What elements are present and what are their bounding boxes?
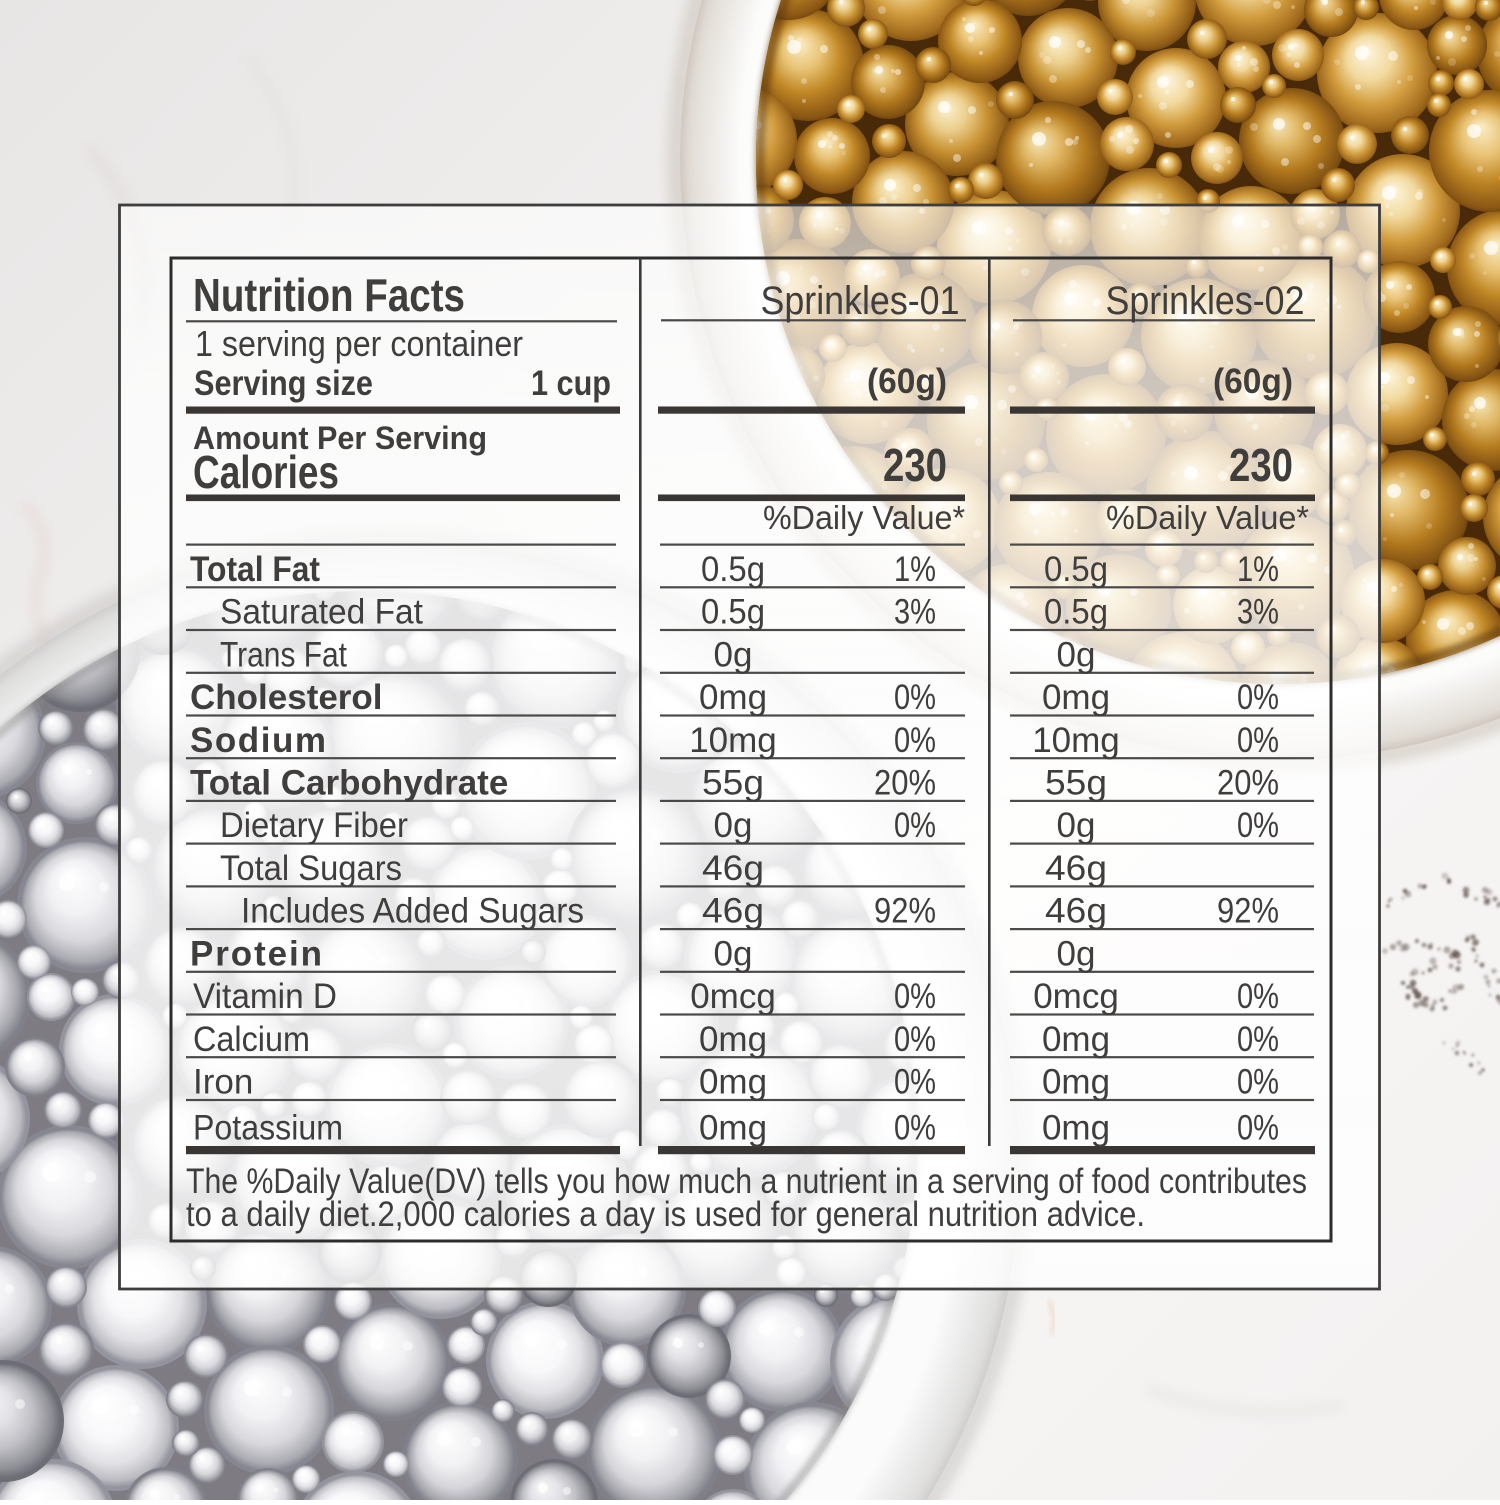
- svg-text:0mg: 0mg: [1042, 678, 1110, 717]
- svg-text:0%: 0%: [894, 806, 936, 845]
- svg-text:0%: 0%: [1237, 1109, 1279, 1148]
- svg-text:0mg: 0mg: [699, 1020, 767, 1059]
- svg-text:0mg: 0mg: [1042, 1109, 1110, 1148]
- svg-text:Nutrition Facts: Nutrition Facts: [193, 269, 465, 321]
- svg-text:0g: 0g: [1057, 934, 1096, 973]
- svg-text:0%: 0%: [894, 678, 936, 717]
- svg-text:0g: 0g: [714, 934, 753, 973]
- svg-text:55g: 55g: [1045, 764, 1107, 803]
- svg-text:0.5g: 0.5g: [701, 550, 765, 589]
- svg-text:%Daily Value*: %Daily Value*: [1106, 499, 1309, 536]
- svg-text:0%: 0%: [894, 1063, 936, 1102]
- svg-text:0%: 0%: [894, 1109, 936, 1148]
- svg-text:92%: 92%: [874, 892, 936, 931]
- svg-text:20%: 20%: [874, 764, 936, 803]
- svg-text:Total Carbohydrate: Total Carbohydrate: [190, 764, 508, 803]
- svg-text:0mg: 0mg: [1042, 1020, 1110, 1059]
- svg-text:Iron: Iron: [193, 1063, 253, 1102]
- svg-text:Cholesterol: Cholesterol: [190, 678, 383, 717]
- svg-text:1%: 1%: [894, 550, 936, 589]
- svg-text:0mg: 0mg: [699, 1109, 767, 1148]
- svg-text:0%: 0%: [1237, 721, 1279, 760]
- svg-text:46g: 46g: [702, 849, 764, 888]
- svg-text:0g: 0g: [714, 635, 753, 674]
- svg-text:1%: 1%: [1237, 550, 1279, 589]
- svg-text:0%: 0%: [894, 1020, 936, 1059]
- svg-text:Potassium: Potassium: [193, 1109, 343, 1148]
- svg-text:0.5g: 0.5g: [1044, 593, 1108, 632]
- svg-text:Total Fat: Total Fat: [190, 550, 320, 589]
- svg-text:Calories: Calories: [193, 446, 339, 498]
- svg-text:0g: 0g: [1057, 806, 1096, 845]
- svg-text:Sprinkles-01: Sprinkles-01: [761, 279, 960, 323]
- svg-text:0g: 0g: [1057, 635, 1096, 674]
- svg-text:0%: 0%: [1237, 678, 1279, 717]
- svg-text:0%: 0%: [1237, 1020, 1279, 1059]
- svg-text:0.5g: 0.5g: [701, 593, 765, 632]
- svg-text:10mg: 10mg: [689, 721, 777, 760]
- svg-text:3%: 3%: [894, 593, 936, 632]
- svg-text:0%: 0%: [1237, 806, 1279, 845]
- svg-text:46g: 46g: [1045, 849, 1107, 888]
- svg-text:Protein: Protein: [190, 934, 322, 973]
- svg-text:to a daily diet.2,000 calories: to a daily diet.2,000 calories a day is …: [186, 1195, 1145, 1234]
- svg-text:10mg: 10mg: [1032, 721, 1120, 760]
- svg-text:Total Sugars: Total Sugars: [220, 849, 402, 888]
- svg-text:Dietary Fiber: Dietary Fiber: [220, 806, 408, 845]
- svg-text:0%: 0%: [894, 721, 936, 760]
- svg-text:0mg: 0mg: [699, 678, 767, 717]
- svg-text:%Daily Value*: %Daily Value*: [763, 499, 965, 536]
- svg-text:1 cup: 1 cup: [531, 364, 611, 403]
- svg-text:Calcium: Calcium: [193, 1020, 310, 1059]
- svg-text:0mcg: 0mcg: [690, 977, 776, 1016]
- svg-text:(60g): (60g): [1213, 362, 1293, 401]
- svg-text:Includes Added Sugars: Includes Added Sugars: [241, 892, 584, 931]
- svg-text:(60g): (60g): [867, 362, 947, 401]
- svg-text:46g: 46g: [1045, 892, 1107, 931]
- svg-text:0.5g: 0.5g: [1044, 550, 1108, 589]
- svg-text:0mg: 0mg: [699, 1063, 767, 1102]
- svg-text:Sprinkles-02: Sprinkles-02: [1106, 279, 1305, 323]
- svg-text:0%: 0%: [1237, 1063, 1279, 1102]
- svg-text:1 serving per container: 1 serving per container: [195, 323, 523, 364]
- svg-text:0mg: 0mg: [1042, 1063, 1110, 1102]
- svg-text:3%: 3%: [1237, 593, 1279, 632]
- svg-text:Trans Fat: Trans Fat: [220, 635, 347, 674]
- svg-text:Sodium: Sodium: [190, 721, 326, 760]
- svg-text:92%: 92%: [1217, 892, 1279, 931]
- svg-text:230: 230: [1229, 439, 1293, 491]
- svg-text:0%: 0%: [1237, 977, 1279, 1016]
- svg-text:20%: 20%: [1217, 764, 1279, 803]
- svg-text:230: 230: [883, 439, 947, 491]
- svg-text:Vitamin D: Vitamin D: [193, 977, 337, 1016]
- svg-text:55g: 55g: [702, 764, 764, 803]
- svg-text:Saturated Fat: Saturated Fat: [220, 593, 423, 632]
- svg-text:0%: 0%: [894, 977, 936, 1016]
- svg-text:Serving size: Serving size: [194, 364, 373, 403]
- svg-text:0g: 0g: [714, 806, 753, 845]
- svg-text:46g: 46g: [702, 892, 764, 931]
- svg-text:0mcg: 0mcg: [1033, 977, 1119, 1016]
